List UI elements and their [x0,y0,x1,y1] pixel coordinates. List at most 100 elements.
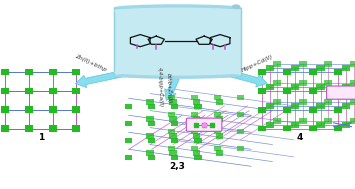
Polygon shape [194,138,202,143]
Text: Zn(II)+bthp: Zn(II)+bthp [74,54,107,73]
Polygon shape [169,133,177,139]
Bar [299,80,307,86]
Bar [334,69,342,75]
Bar [309,107,317,113]
Bar [291,84,299,90]
Polygon shape [192,116,200,122]
Bar [1,88,9,94]
Ellipse shape [114,8,241,14]
Text: 2,3: 2,3 [170,162,185,171]
Bar [266,103,274,109]
Polygon shape [146,116,154,122]
Polygon shape [237,112,244,117]
Bar [25,106,33,113]
Bar [1,69,9,75]
Polygon shape [237,146,244,151]
Circle shape [232,4,240,9]
Bar [324,118,332,124]
Polygon shape [168,129,175,134]
Text: bthb+Zn(II): bthb+Zn(II) [165,73,172,103]
Bar [273,99,282,105]
Bar [350,99,355,105]
Polygon shape [171,104,179,109]
Bar [266,65,274,71]
Bar [49,106,57,113]
Polygon shape [191,95,198,100]
Polygon shape [169,99,177,105]
Bar [317,103,324,109]
Polygon shape [125,155,132,160]
Polygon shape [215,150,223,156]
Bar [309,69,317,75]
Bar [25,69,33,75]
FancyBboxPatch shape [114,8,241,76]
Polygon shape [215,133,223,139]
Bar [342,65,350,71]
Polygon shape [215,116,223,122]
Bar [317,65,324,71]
Polygon shape [168,112,175,117]
Bar [334,125,342,132]
Bar [25,125,33,132]
Bar [49,88,57,94]
Bar [324,80,332,86]
Bar [317,122,324,128]
Bar [350,118,355,124]
Polygon shape [169,116,177,122]
Bar [72,69,80,75]
Bar [283,69,291,75]
Bar [273,118,282,124]
Bar [342,122,350,128]
Bar [342,103,350,109]
Polygon shape [146,133,154,139]
Bar [72,106,80,113]
Bar [283,107,291,113]
Bar [49,125,57,132]
Polygon shape [194,155,202,160]
Polygon shape [171,155,179,160]
Bar [1,106,9,113]
Bar [334,107,342,113]
FancyBboxPatch shape [186,118,222,131]
Polygon shape [148,104,155,109]
Polygon shape [148,121,155,126]
Polygon shape [191,112,198,117]
Bar [273,61,282,67]
Bar [342,84,350,90]
Polygon shape [169,150,177,156]
Polygon shape [125,138,132,143]
Polygon shape [125,121,132,126]
Polygon shape [146,150,154,156]
Bar [72,88,80,94]
Bar [309,88,317,94]
Bar [299,118,307,124]
Text: 4,4-bipp+Ca(II): 4,4-bipp+Ca(II) [157,67,164,107]
Bar [49,69,57,75]
Bar [291,103,299,109]
Polygon shape [237,129,244,134]
Polygon shape [146,99,154,105]
Text: Hipp+Cd(II): Hipp+Cd(II) [241,54,274,73]
Polygon shape [214,95,221,100]
Bar [1,125,9,132]
Text: 1: 1 [38,133,44,142]
Polygon shape [191,146,198,151]
Bar [324,99,332,105]
Polygon shape [148,138,155,143]
Polygon shape [192,99,200,105]
Bar [309,125,317,132]
Polygon shape [171,138,179,143]
Bar [258,69,266,75]
Polygon shape [237,95,244,100]
Text: 4: 4 [297,133,303,142]
Bar [72,125,80,132]
Bar [25,88,33,94]
Polygon shape [171,121,179,126]
FancyBboxPatch shape [327,86,355,99]
Bar [266,84,274,90]
Bar [334,88,342,94]
Bar [291,65,299,71]
Bar [283,88,291,94]
Polygon shape [148,155,155,160]
Ellipse shape [114,72,241,79]
